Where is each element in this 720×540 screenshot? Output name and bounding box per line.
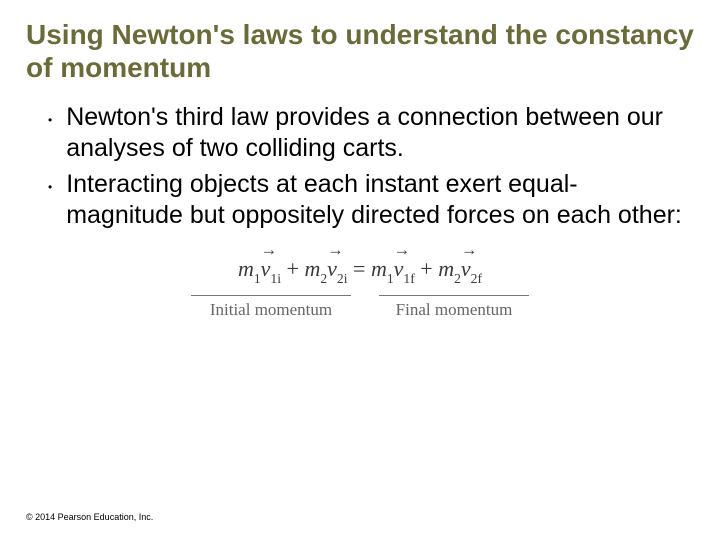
bullet-dot-icon: • xyxy=(48,114,52,126)
slide: Using Newton's laws to understand the co… xyxy=(0,0,720,540)
eq-term-2: m2→v2i xyxy=(304,256,347,285)
slide-title: Using Newton's laws to understand the co… xyxy=(26,18,694,84)
copyright-text: © 2014 Pearson Education, Inc. xyxy=(26,512,153,522)
equation-labels: Initial momentum Final momentum xyxy=(26,295,694,320)
equation: m1→v1i + m2→v2i = m1→v1f + m2→v2f xyxy=(238,256,482,285)
eq-term-3: m1→v1f xyxy=(371,256,415,285)
bullet-item: • Interacting objects at each instant ex… xyxy=(48,169,694,230)
bullet-text: Newton's third law provides a connection… xyxy=(66,102,694,163)
bullet-dot-icon: • xyxy=(48,181,52,193)
eq-label-initial: Initial momentum xyxy=(191,295,351,320)
eq-term-4: m2→v2f xyxy=(438,256,482,285)
eq-equals: = xyxy=(353,256,371,281)
equation-block: m1→v1i + m2→v2i = m1→v1f + m2→v2f Initia… xyxy=(26,256,694,320)
bullet-text: Interacting objects at each instant exer… xyxy=(66,169,694,230)
eq-label-final: Final momentum xyxy=(379,295,529,320)
eq-plus: + xyxy=(420,256,438,281)
slide-body: • Newton's third law provides a connecti… xyxy=(26,102,694,230)
eq-plus: + xyxy=(287,256,305,281)
eq-term-1: m1→v1i xyxy=(238,256,281,285)
bullet-item: • Newton's third law provides a connecti… xyxy=(48,102,694,163)
